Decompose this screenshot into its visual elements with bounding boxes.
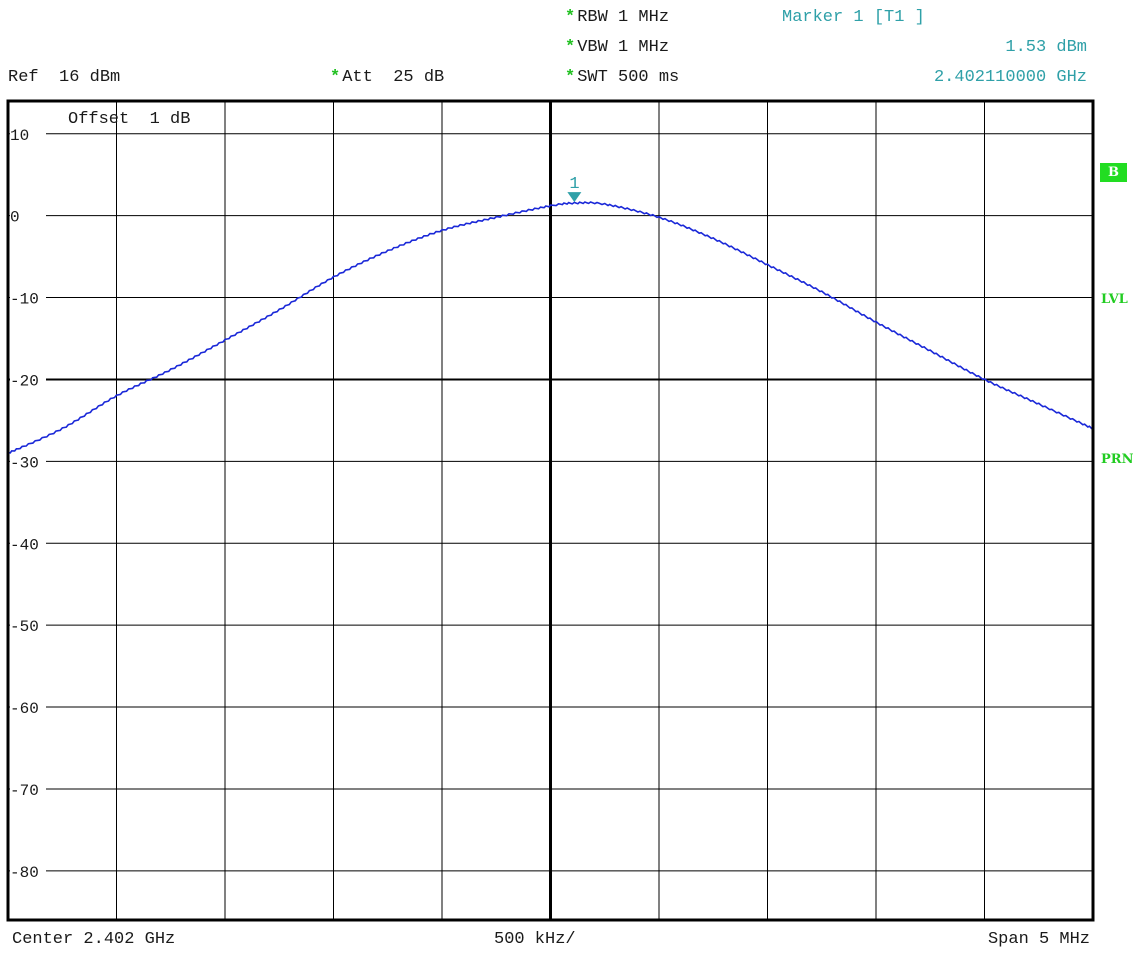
y-tick-labels: 10 0 -10 -20 -30 -40 -50 -60 -70 -80	[10, 123, 46, 882]
y-tick-label: -40	[10, 536, 39, 554]
attenuation: * Att 25 dB	[330, 68, 445, 87]
grid	[8, 101, 1093, 920]
y-tick-label: -10	[10, 291, 39, 309]
marker-title: Marker 1 [T1 ]	[782, 8, 925, 27]
ref-level: Ref 16 dBm	[8, 68, 121, 87]
marker-level: 1.53 dBm	[1005, 38, 1087, 57]
frequency-per-division: 500 kHz/	[494, 930, 576, 949]
marker-triangle-icon	[567, 192, 582, 203]
swt-setting: * SWT 500 ms	[565, 68, 680, 87]
y-tick-label: -80	[10, 864, 39, 882]
marker-1: 1	[567, 175, 582, 203]
frequency-span: Span 5 MHz	[987, 930, 1090, 949]
side-label-b: B	[1100, 163, 1127, 182]
y-tick-label: 10	[10, 127, 29, 145]
y-tick-label: -70	[10, 782, 39, 800]
side-label-prn: PRN	[1101, 452, 1134, 467]
offset-label: Offset 1 dB	[68, 110, 191, 129]
y-tick-label: -30	[10, 454, 39, 472]
marker-label: 1	[569, 175, 579, 194]
y-tick-label: -20	[10, 372, 39, 390]
side-label-lvl: LVL	[1101, 292, 1128, 307]
plot-frame	[6, 99, 1095, 922]
y-tick-label: -50	[10, 618, 39, 636]
spectrum-trace	[7, 201, 1094, 454]
center-frequency: Center 2.402 GHz	[12, 930, 176, 949]
y-tick-label: 0	[10, 209, 20, 227]
y-tick-label: -60	[10, 700, 39, 718]
vbw-setting: * VBW 1 MHz	[565, 38, 670, 57]
marker-frequency: 2.402110000 GHz	[933, 68, 1087, 87]
rbw-setting: * RBW 1 MHz	[565, 8, 670, 27]
